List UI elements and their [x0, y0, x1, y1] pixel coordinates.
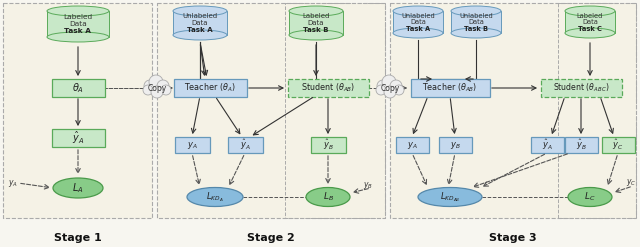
Text: Data: Data	[192, 20, 208, 26]
Text: Stage 2: Stage 2	[247, 233, 295, 243]
Text: $\hat{y}_A$: $\hat{y}_A$	[239, 138, 250, 152]
Text: Task B: Task B	[303, 27, 329, 33]
Text: $y_A$: $y_A$	[8, 178, 18, 188]
FancyBboxPatch shape	[289, 11, 343, 35]
FancyBboxPatch shape	[310, 137, 346, 153]
FancyBboxPatch shape	[51, 129, 104, 147]
Ellipse shape	[565, 6, 615, 16]
FancyBboxPatch shape	[47, 11, 109, 37]
Circle shape	[161, 85, 171, 95]
Circle shape	[144, 80, 156, 92]
Text: Task A: Task A	[65, 28, 92, 34]
FancyBboxPatch shape	[3, 3, 152, 218]
FancyBboxPatch shape	[438, 137, 472, 153]
Text: Stage 1: Stage 1	[54, 233, 102, 243]
Text: Unlabeled: Unlabeled	[182, 14, 218, 20]
Text: $\hat{y}_B$: $\hat{y}_B$	[575, 138, 586, 152]
Ellipse shape	[289, 30, 343, 40]
Circle shape	[376, 85, 386, 95]
Text: Data: Data	[308, 20, 324, 26]
Text: $L_A$: $L_A$	[72, 181, 84, 195]
Ellipse shape	[418, 187, 482, 206]
FancyBboxPatch shape	[175, 137, 209, 153]
Text: $L_{KD_A}$: $L_{KD_A}$	[206, 190, 224, 204]
Text: Labeled: Labeled	[63, 14, 93, 20]
FancyBboxPatch shape	[173, 11, 227, 35]
FancyBboxPatch shape	[227, 137, 262, 153]
FancyBboxPatch shape	[565, 11, 615, 33]
Text: $y_C$: $y_C$	[626, 177, 636, 187]
Text: $L_C$: $L_C$	[584, 191, 596, 203]
FancyBboxPatch shape	[531, 137, 563, 153]
Text: Teacher ($\theta_A$): Teacher ($\theta_A$)	[184, 82, 236, 94]
Circle shape	[143, 85, 153, 95]
Text: $\hat{y}_A$: $\hat{y}_A$	[72, 130, 84, 146]
Text: $\hat{y}_B$: $\hat{y}_B$	[323, 138, 333, 152]
Text: Data: Data	[468, 20, 484, 25]
Ellipse shape	[47, 6, 109, 16]
FancyBboxPatch shape	[410, 79, 490, 97]
Text: Unlabeled: Unlabeled	[459, 13, 493, 19]
Text: Unlabeled: Unlabeled	[401, 13, 435, 19]
Circle shape	[390, 80, 402, 92]
FancyBboxPatch shape	[173, 79, 246, 97]
Text: $y_B$: $y_B$	[363, 180, 373, 190]
FancyBboxPatch shape	[564, 137, 598, 153]
Ellipse shape	[393, 6, 443, 16]
Text: Copy: Copy	[147, 83, 166, 92]
Ellipse shape	[393, 28, 443, 38]
Ellipse shape	[306, 187, 350, 206]
Text: Student ($\theta_{AB}$): Student ($\theta_{AB}$)	[301, 82, 355, 94]
Text: $L_B$: $L_B$	[323, 191, 333, 203]
Ellipse shape	[187, 187, 243, 206]
Text: Task C: Task C	[578, 26, 602, 32]
Ellipse shape	[568, 187, 612, 206]
FancyBboxPatch shape	[51, 79, 104, 97]
Ellipse shape	[451, 28, 501, 38]
Ellipse shape	[173, 6, 227, 16]
Text: Data: Data	[582, 20, 598, 25]
Text: $\hat{y}_C$: $\hat{y}_C$	[612, 138, 623, 152]
Text: $y_A$: $y_A$	[406, 140, 417, 150]
Text: Data: Data	[410, 20, 426, 25]
Circle shape	[151, 86, 163, 98]
Text: Labeled: Labeled	[577, 13, 603, 19]
Text: $\hat{y}_A$: $\hat{y}_A$	[541, 138, 552, 152]
Circle shape	[384, 86, 396, 98]
Text: Labeled: Labeled	[302, 14, 330, 20]
Text: Task A: Task A	[187, 27, 213, 33]
Circle shape	[382, 75, 396, 89]
Text: $y_B$: $y_B$	[449, 140, 460, 150]
Circle shape	[394, 85, 404, 95]
Ellipse shape	[565, 28, 615, 38]
FancyBboxPatch shape	[541, 79, 621, 97]
Text: Stage 3: Stage 3	[489, 233, 537, 243]
Ellipse shape	[451, 6, 501, 16]
FancyBboxPatch shape	[602, 137, 634, 153]
Text: $\theta_A$: $\theta_A$	[72, 81, 84, 95]
Text: Student ($\theta_{ABC}$): Student ($\theta_{ABC}$)	[553, 82, 609, 94]
Text: $y_A$: $y_A$	[187, 140, 197, 150]
Text: Data: Data	[69, 21, 87, 27]
FancyBboxPatch shape	[390, 3, 636, 218]
FancyBboxPatch shape	[393, 11, 443, 33]
FancyBboxPatch shape	[157, 3, 385, 218]
Circle shape	[377, 80, 389, 92]
Ellipse shape	[53, 178, 103, 198]
FancyBboxPatch shape	[287, 79, 369, 97]
Text: Task B: Task B	[464, 26, 488, 32]
Text: $L_{KD_{AB}}$: $L_{KD_{AB}}$	[440, 190, 460, 204]
Circle shape	[157, 80, 169, 92]
Circle shape	[149, 75, 163, 89]
FancyBboxPatch shape	[451, 11, 501, 33]
Ellipse shape	[47, 32, 109, 42]
Text: Copy: Copy	[380, 83, 399, 92]
Text: Task A: Task A	[406, 26, 430, 32]
Text: Teacher ($\theta_{AB}$): Teacher ($\theta_{AB}$)	[422, 82, 477, 94]
Ellipse shape	[289, 6, 343, 16]
Ellipse shape	[173, 30, 227, 40]
FancyBboxPatch shape	[396, 137, 429, 153]
